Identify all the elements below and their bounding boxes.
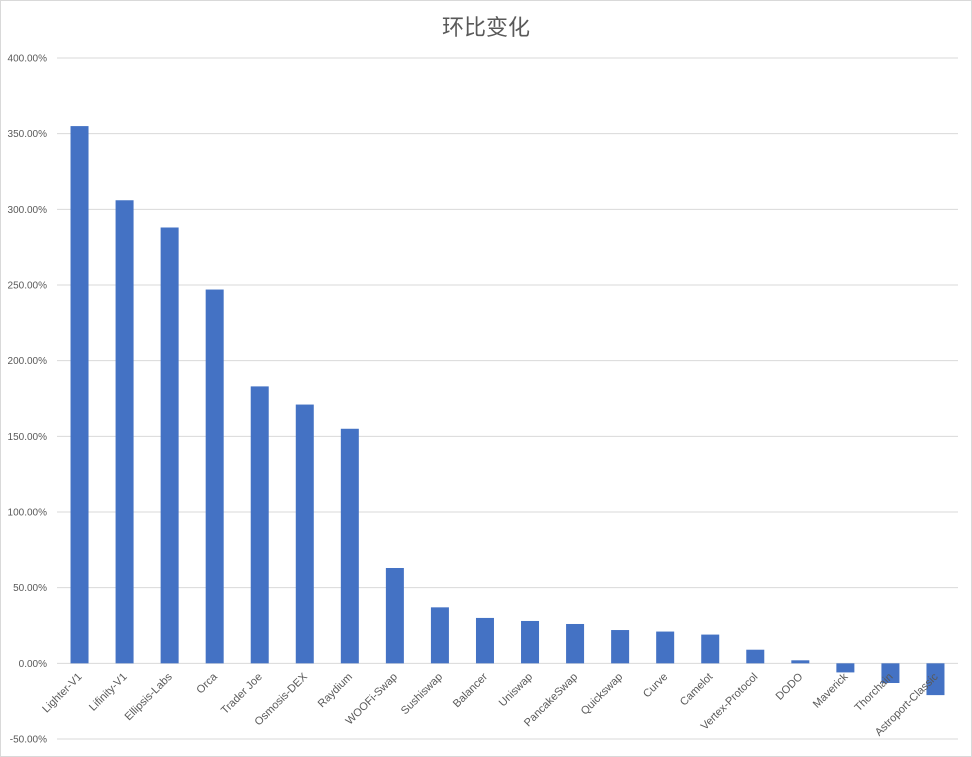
x-tick-label: Lifinity-V1: [87, 671, 130, 714]
x-tick-label: Ellipsis-Labs: [123, 671, 175, 723]
bar: [475, 617, 494, 664]
y-tick-label: 150.00%: [8, 432, 48, 443]
bar: [746, 649, 765, 664]
bar: [791, 660, 810, 664]
bar: [926, 663, 945, 696]
bar: [566, 623, 585, 664]
bar: [340, 428, 359, 664]
bar: [70, 126, 89, 664]
x-tick-label: Thorchain: [852, 671, 895, 714]
bar: [701, 634, 720, 664]
x-tick-label: Curve: [641, 671, 670, 700]
bar: [836, 663, 855, 673]
x-tick-label: Orca: [194, 670, 220, 696]
x-tick-label: Raydium: [316, 671, 355, 710]
bar: [656, 631, 675, 664]
bar: [250, 386, 269, 664]
x-tick-label: Quickswap: [579, 671, 626, 718]
x-tick-label: Uniswap: [497, 671, 535, 709]
bar: [160, 227, 179, 664]
y-tick-label: 100.00%: [8, 508, 48, 519]
y-axis-ticks: -50.00% 0.00% 50.00% 100.00% 150.00% 200.00% 2…: [8, 54, 48, 746]
y-tick-label: 300.00%: [8, 205, 48, 216]
bar: [881, 663, 900, 684]
x-tick-label: Camelot: [678, 671, 715, 708]
y-tick-label: 350.00%: [8, 129, 48, 140]
bar: [385, 567, 404, 664]
x-tick-label: Sushiswap: [399, 671, 445, 717]
y-tick-label: 200.00%: [8, 356, 48, 367]
y-tick-label: -50.00%: [10, 735, 47, 746]
bars: [70, 126, 945, 696]
x-tick-label: DODO: [774, 671, 806, 703]
y-tick-label: 0.00%: [19, 659, 47, 670]
bar: [115, 200, 134, 664]
y-tick-label: 250.00%: [8, 281, 48, 292]
x-tick-label: Lighter-V1: [40, 671, 84, 715]
bar: [295, 404, 314, 664]
gridlines: [57, 57, 958, 740]
bar: [521, 620, 540, 664]
bar: [205, 289, 224, 664]
y-tick-label: 50.00%: [13, 583, 47, 594]
x-tick-label: Maverick: [811, 671, 851, 711]
x-tick-label: Balancer: [451, 671, 490, 710]
bar: [430, 607, 449, 664]
chart-title: 环比变化: [441, 16, 530, 41]
y-tick-label: 400.00%: [8, 54, 48, 65]
bar: [611, 630, 630, 664]
x-tick-label: Trader Joe: [219, 671, 265, 717]
